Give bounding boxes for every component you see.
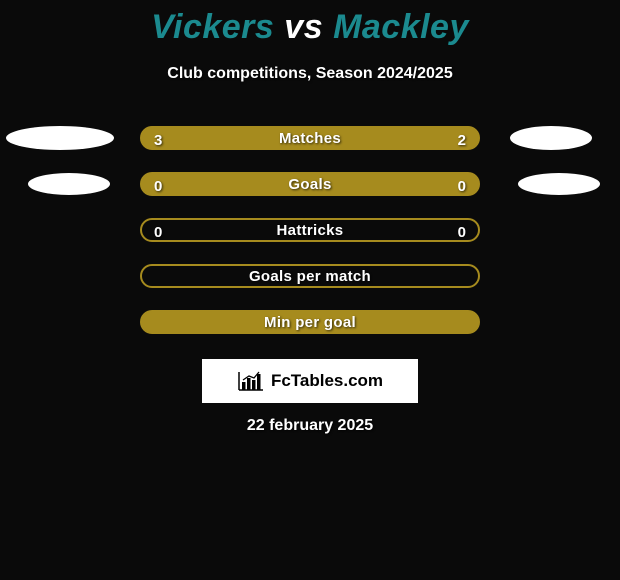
- stat-label: Matches: [279, 130, 341, 147]
- stat-right-value: 0: [458, 174, 466, 198]
- stat-right-value: 2: [458, 128, 466, 152]
- page-title: Vickers vs Mackley: [0, 8, 620, 47]
- title-player-right: Mackley: [333, 8, 469, 46]
- title-vs: vs: [284, 8, 323, 46]
- right-ellipse: [510, 126, 592, 150]
- stat-pill: Goals per match: [140, 264, 480, 288]
- subtitle: Club competitions, Season 2024/2025: [0, 65, 620, 83]
- stat-rows: 3 Matches 2 0 Goals 0 0 Hattricks 0 Goals per mat…: [0, 115, 620, 345]
- stat-pill: Min per goal: [140, 310, 480, 334]
- stat-pill: 3 Matches 2: [140, 126, 480, 150]
- bar-chart-icon: [237, 370, 265, 392]
- stat-row: 0 Hattricks 0: [0, 207, 620, 253]
- stat-row: 3 Matches 2: [0, 115, 620, 161]
- brand-text: FcTables.com: [271, 371, 383, 391]
- left-ellipse: [28, 173, 110, 195]
- date-text: 22 february 2025: [0, 417, 620, 435]
- stat-row: 0 Goals 0: [0, 161, 620, 207]
- stat-left-value: 0: [154, 220, 162, 244]
- left-ellipse: [6, 126, 114, 150]
- stat-right-value: 0: [458, 220, 466, 244]
- stat-row: Min per goal: [0, 299, 620, 345]
- stat-left-value: 0: [154, 174, 162, 198]
- stat-pill: 0 Goals 0: [140, 172, 480, 196]
- stat-label: Goals: [288, 176, 331, 193]
- right-ellipse: [518, 173, 600, 195]
- stat-label: Min per goal: [264, 314, 356, 331]
- title-player-left: Vickers: [151, 8, 274, 46]
- infographic-container: Vickers vs Mackley Club competitions, Se…: [0, 0, 620, 580]
- stat-label: Hattricks: [277, 222, 344, 239]
- stat-row: Goals per match: [0, 253, 620, 299]
- brand-logo-box: FcTables.com: [202, 359, 418, 403]
- stat-label: Goals per match: [249, 268, 371, 285]
- stat-pill: 0 Hattricks 0: [140, 218, 480, 242]
- stat-left-value: 3: [154, 128, 162, 152]
